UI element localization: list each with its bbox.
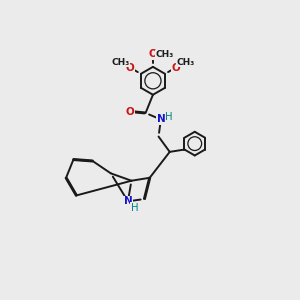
Text: O: O	[126, 63, 134, 73]
Text: CH₃: CH₃	[111, 58, 130, 67]
Text: O: O	[171, 63, 180, 73]
Text: CH₃: CH₃	[176, 58, 194, 67]
Text: CH₃: CH₃	[155, 50, 173, 59]
Text: N: N	[157, 115, 165, 124]
Text: H: H	[165, 112, 173, 122]
Text: O: O	[148, 50, 157, 59]
Text: H: H	[130, 203, 138, 213]
Text: N: N	[124, 196, 132, 206]
Text: O: O	[126, 106, 135, 116]
